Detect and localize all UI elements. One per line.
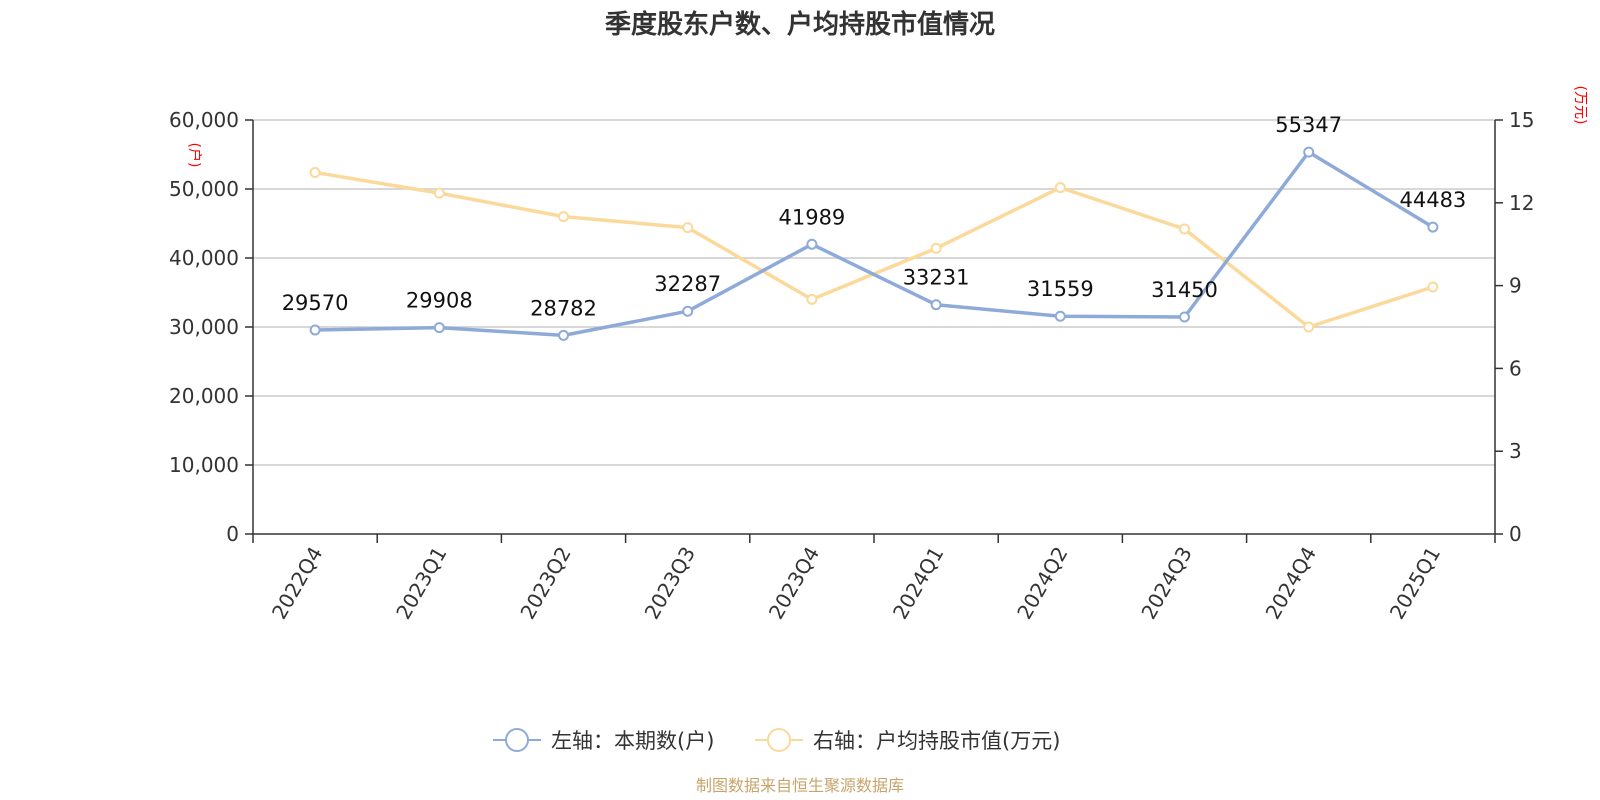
data-label: 31450 [1151,278,1218,302]
data-point [930,299,942,311]
data-point [1303,321,1315,333]
left-tick-label: 30,000 [169,315,239,339]
x-tick-label: 2024Q1 [888,543,948,624]
data-point [558,329,569,341]
left-tick-label: 0 [226,522,239,546]
data-point [682,305,694,317]
right-tick-label: 15 [1509,108,1534,132]
source-note: 制图数据来自恒生聚源数据库 [696,776,904,795]
data-label: 28782 [530,296,597,320]
right-tick-label: 0 [1509,522,1522,546]
data-label: 44483 [1399,188,1466,212]
data-label: 32287 [654,272,721,296]
x-tick-label: 2025Q1 [1385,543,1445,624]
data-point [309,324,321,336]
left-axis-unit: (户) [186,143,203,168]
data-label: 41989 [778,205,845,229]
data-point [806,293,818,305]
data-label: 29570 [282,291,349,315]
legend-marker [505,728,529,752]
data-point [1054,310,1066,322]
data-point [1303,146,1315,158]
right-tick-label: 12 [1509,191,1534,215]
data-point [558,211,569,223]
left-tick-label: 60,000 [169,108,239,132]
data-point [433,187,445,199]
right-tick-label: 9 [1509,274,1522,298]
data-point [1179,223,1190,235]
grid-lines [253,119,1495,466]
data-point [930,242,942,254]
data-point [1427,281,1439,293]
axes: 0 10,000 20,000 30,000 40,000 50,000 60,000 0 3 6… [169,86,1588,624]
x-tick-label: 2023Q2 [515,543,575,624]
data-point [682,222,694,234]
data-label: 31559 [1027,277,1094,301]
series-layer [309,146,1439,341]
data-label: 55347 [1275,113,1342,137]
right-tick-label: 3 [1509,439,1522,463]
legend[interactable]: 左轴：本期数(户) 右轴：户均持股市值(万元) [493,728,1060,753]
data-label: 29908 [406,289,473,313]
legend-item-left: 左轴：本期数(户) [551,729,714,753]
data-point [309,166,321,178]
series-line-1 [314,170,1434,329]
left-tick-label: 10,000 [169,453,239,477]
x-tick-label: 2023Q4 [764,543,824,624]
x-tick-label: 2023Q3 [640,543,700,624]
x-tick-label: 2023Q1 [391,543,451,624]
data-label: 33231 [903,266,970,290]
data-labels: 29570 29908 28782 32287 41989 33231 31559 31450… [282,113,1467,320]
right-tick-label: 6 [1509,356,1522,380]
data-point [1179,311,1190,323]
left-tick-label: 40,000 [169,246,239,270]
data-point [433,322,445,334]
x-tick-label: 2024Q2 [1012,543,1072,624]
x-tick-label: 2024Q4 [1261,543,1321,624]
series-line-0 [315,150,1434,338]
x-tick-label: 2024Q3 [1136,543,1196,624]
data-point [806,238,818,250]
legend-item-right: 右轴：户均持股市值(万元) [813,729,1060,753]
data-point [1054,182,1066,194]
left-tick-label: 20,000 [169,384,239,408]
x-tick-label: 2022Q4 [267,543,327,624]
data-point [1427,221,1439,233]
left-tick-label: 50,000 [169,177,239,201]
chart-title: 季度股东户数、户均持股市值情况 [605,9,995,40]
legend-marker [767,728,791,752]
right-axis-unit: (万元) [1572,86,1588,125]
